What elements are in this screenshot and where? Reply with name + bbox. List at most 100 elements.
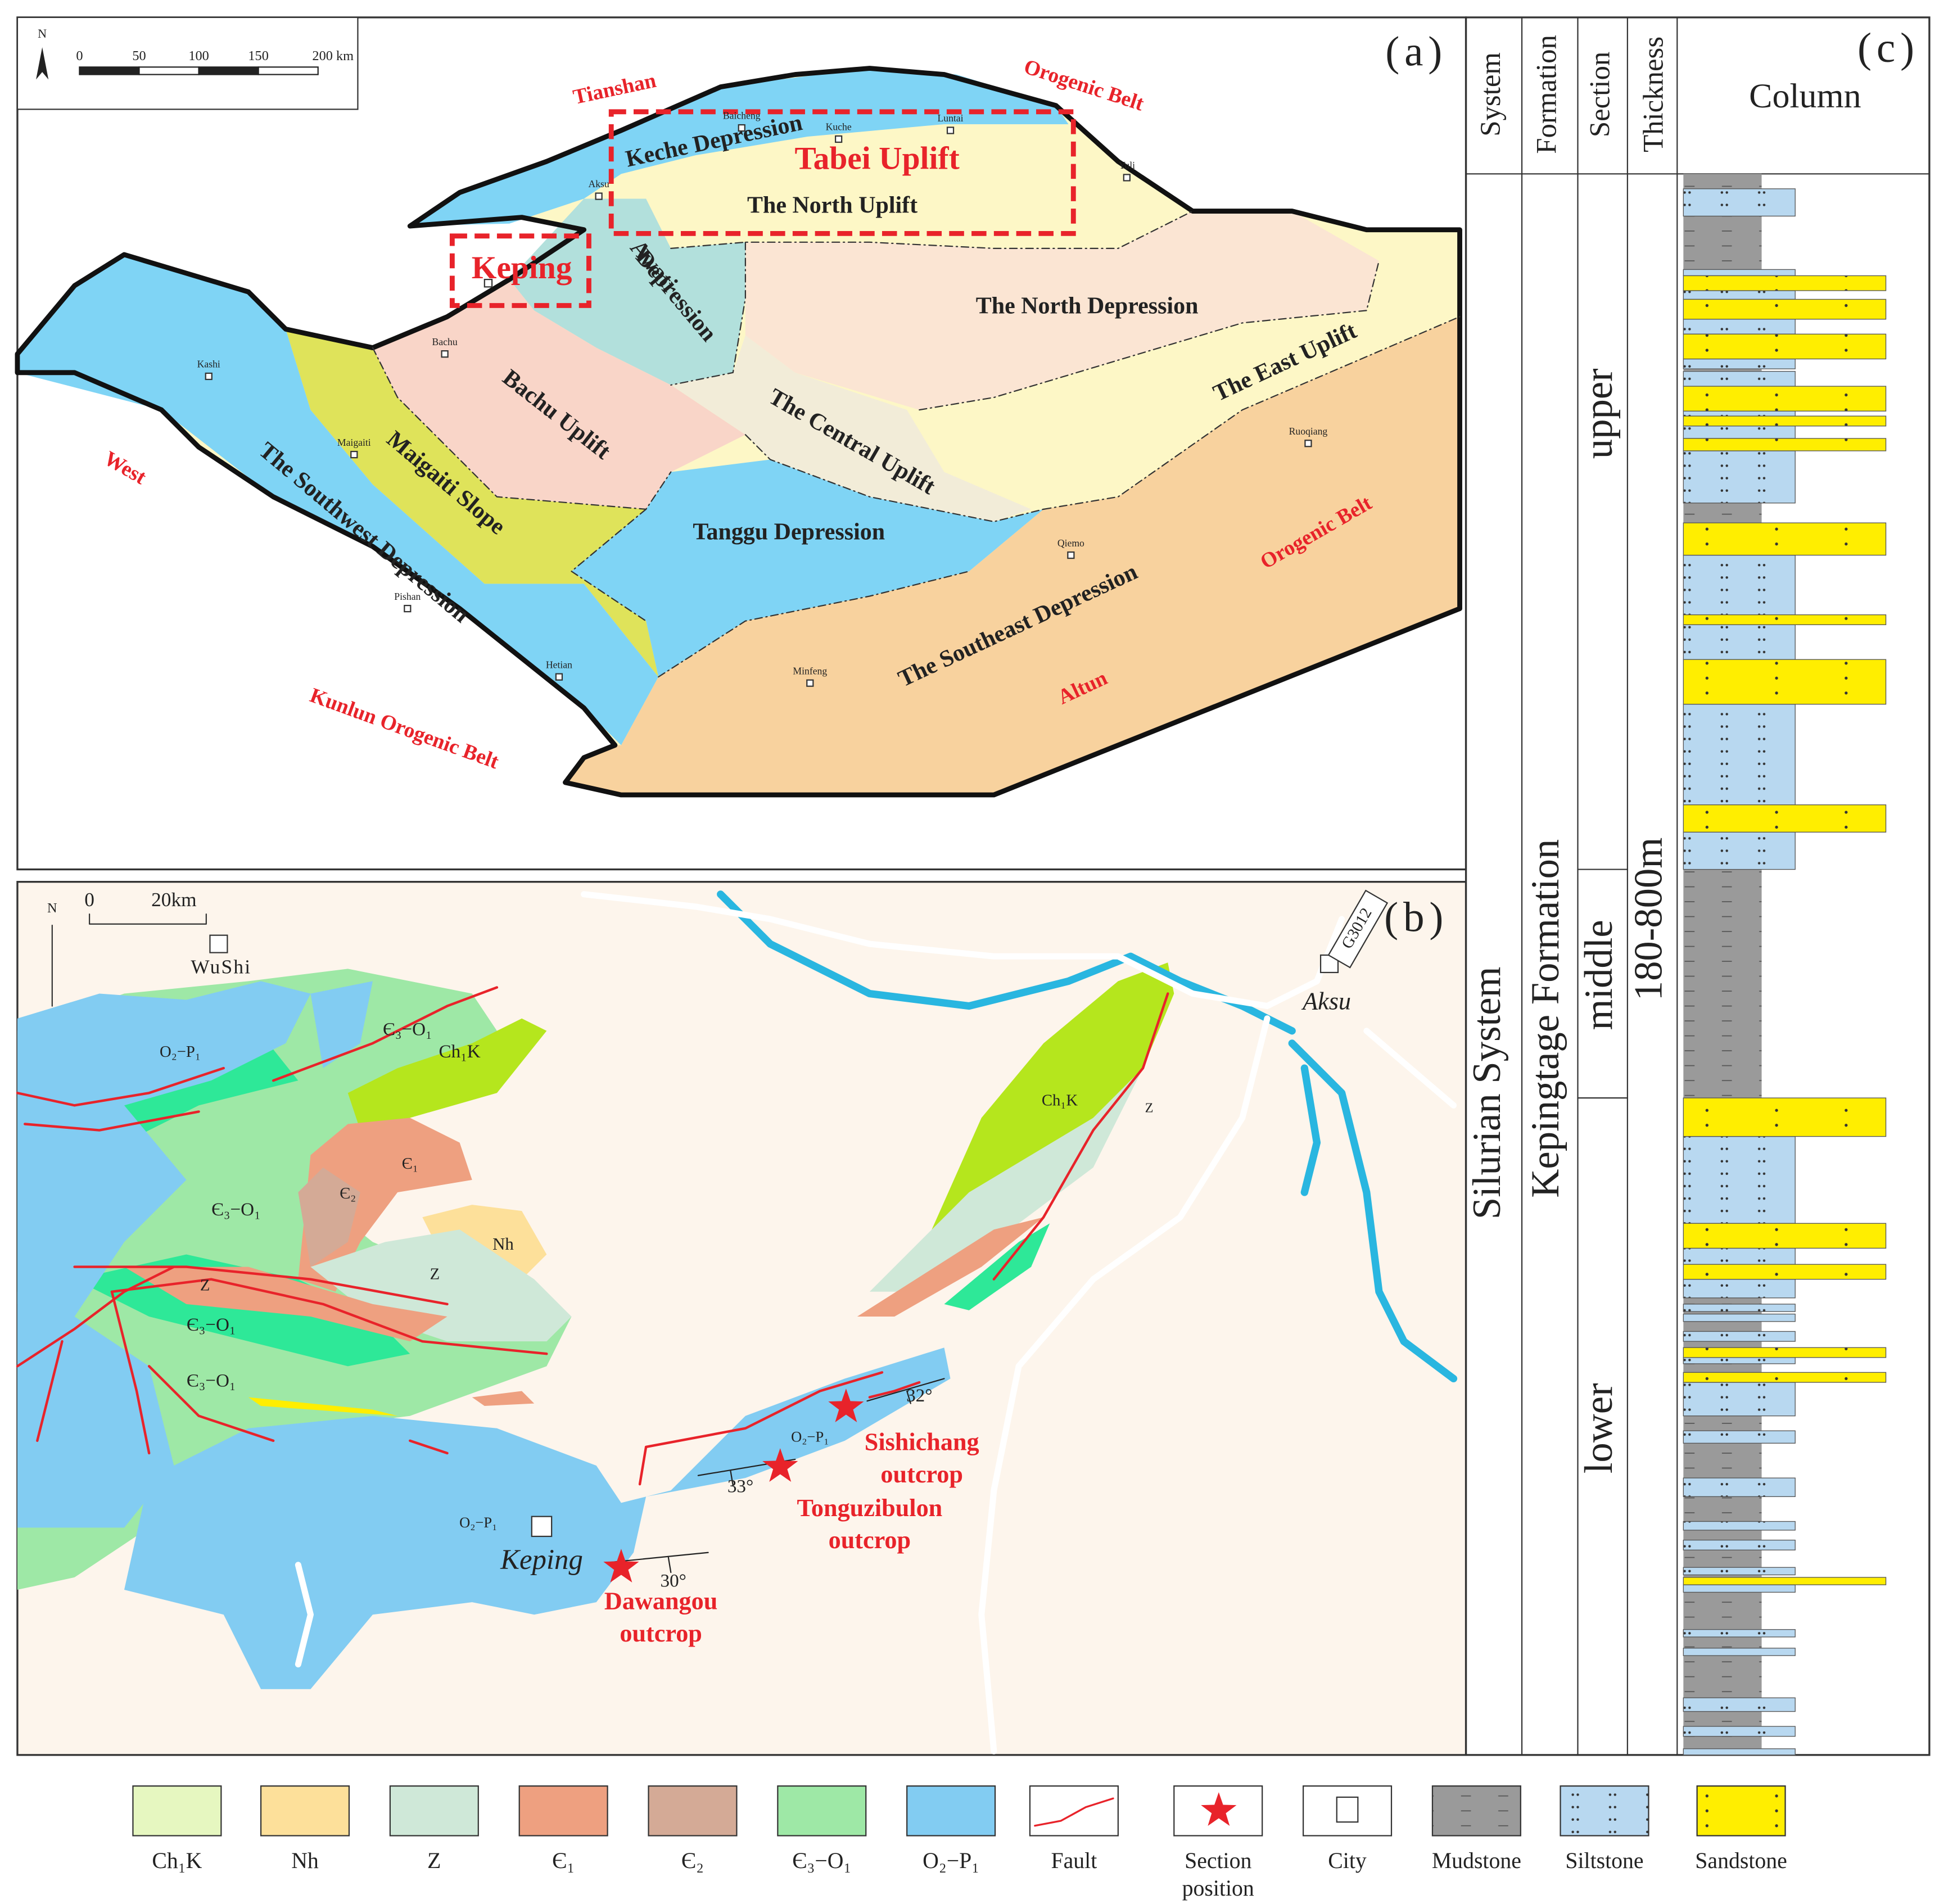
outcrop-label: outcrop (620, 1620, 702, 1647)
column-header: Column (1749, 77, 1861, 115)
siltstone-layer (1683, 1726, 1796, 1737)
legend-label: Є₁ (552, 1848, 575, 1873)
fault (110, 1290, 151, 1455)
city-label: Bachu (432, 336, 458, 347)
unit-label: Nh (492, 1234, 514, 1254)
unit-label: O₂−P₁ (791, 1428, 829, 1445)
siltstone-layer (1683, 188, 1796, 217)
siltstone-layer (1683, 1136, 1796, 1224)
sandstone-layer (1683, 1372, 1887, 1383)
region-boundary (571, 508, 647, 622)
section-star (828, 1389, 864, 1422)
unit-o2p1 (17, 1291, 174, 1528)
siltstone-layer (1683, 1539, 1796, 1550)
legend-swatch (132, 1785, 222, 1837)
siltstone-layer (1683, 319, 1796, 334)
siltstone-layer (1683, 290, 1796, 300)
column-header: Section (1584, 52, 1615, 137)
city-label: Luntai (937, 112, 963, 124)
dip-symbol (667, 1557, 672, 1573)
legend-label: O₂−P₁ (923, 1848, 979, 1873)
fault (409, 1439, 449, 1455)
sandstone-layer (1683, 299, 1887, 320)
unit-c1 (472, 1391, 535, 1406)
city-marker (205, 372, 213, 381)
system-label: Silurian System (1465, 966, 1509, 1219)
city-marker (738, 124, 745, 132)
fault (272, 986, 499, 1082)
city-marker (1067, 551, 1075, 559)
scale-label: 0 (84, 888, 94, 911)
region-southeast (565, 316, 1460, 795)
scale-label: 200 km (312, 48, 354, 64)
sandstone-layer (1683, 1097, 1887, 1137)
siltstone-layer (1683, 426, 1796, 439)
region-label: Tanggu Depression (693, 519, 885, 545)
legend-label: Siltstone (1565, 1848, 1643, 1873)
city-marker (483, 279, 493, 288)
river (1288, 1039, 1458, 1383)
north-label: N (47, 901, 57, 916)
siltstone-layer (1683, 1477, 1796, 1497)
unit-label: Є₃−O₁ (383, 1019, 432, 1039)
siltstone-layer (1683, 554, 1796, 616)
siltstone-layer (1683, 1357, 1796, 1364)
city-label: Qiemo (1057, 537, 1084, 549)
unit-c3o1 (944, 1223, 1050, 1310)
region-boundary (919, 260, 1380, 411)
region-label: The North Depression (976, 293, 1199, 319)
fault (23, 1110, 200, 1132)
siltstone-layer (1683, 1521, 1796, 1531)
region-boundary (670, 210, 1194, 249)
unit-c1 (124, 1267, 448, 1342)
outcrop-label: Dawangou (604, 1587, 717, 1614)
scale-label: 20km (151, 888, 197, 911)
column-header: Thickness (1637, 37, 1669, 152)
legend-swatch (906, 1785, 996, 1837)
city-marker (946, 126, 955, 134)
basin-outline (15, 66, 1462, 798)
column-header: Formation (1530, 35, 1562, 154)
legend-swatch (648, 1785, 738, 1837)
section-star (603, 1549, 639, 1582)
city-label: WuShi (191, 955, 251, 978)
siltstone-layer (1683, 1748, 1796, 1756)
unit-c2 (298, 1167, 360, 1267)
region-awati (509, 198, 745, 385)
legend-label: Section (1185, 1848, 1251, 1873)
city-marker (1304, 440, 1312, 447)
unit-label: O₂−P₁ (459, 1514, 497, 1531)
city-label: Aksu (588, 178, 609, 189)
unit-label: Ch₁K (439, 1041, 481, 1062)
siltstone-layer (1683, 358, 1796, 369)
siltstone-layer (1683, 269, 1796, 277)
column-header: System (1475, 52, 1506, 137)
unit-z (869, 1068, 1144, 1292)
legend-swatch (1560, 1785, 1649, 1837)
region-north-depression (745, 211, 1379, 410)
legend-label: City (1328, 1848, 1367, 1873)
sandstone-layer (1683, 415, 1887, 427)
fault (992, 992, 1169, 1281)
sandstone-layer (1683, 659, 1887, 705)
city-marker (1123, 174, 1131, 182)
sandstone-layer (1683, 333, 1887, 360)
road (295, 1562, 314, 1668)
city-label: Maigaiti (337, 437, 371, 448)
city-label: Kashi (197, 359, 220, 370)
siltstone-layer (1683, 1331, 1796, 1342)
scale-frame (16, 16, 359, 110)
sandstone-layer (1683, 614, 1887, 625)
city-label: Kuche (826, 121, 852, 133)
region-label: The North Uplift (747, 193, 917, 219)
region-boundary (372, 347, 672, 510)
siltstone-layer (1683, 831, 1796, 870)
fault (147, 1365, 275, 1442)
region-boundary (658, 571, 970, 678)
dip-symbol (730, 1469, 734, 1486)
fault (110, 1278, 548, 1355)
region-bachu (372, 279, 745, 509)
sandstone-layer (1683, 438, 1887, 451)
region-tanggu (571, 459, 1044, 677)
siltstone-layer (1683, 624, 1796, 660)
